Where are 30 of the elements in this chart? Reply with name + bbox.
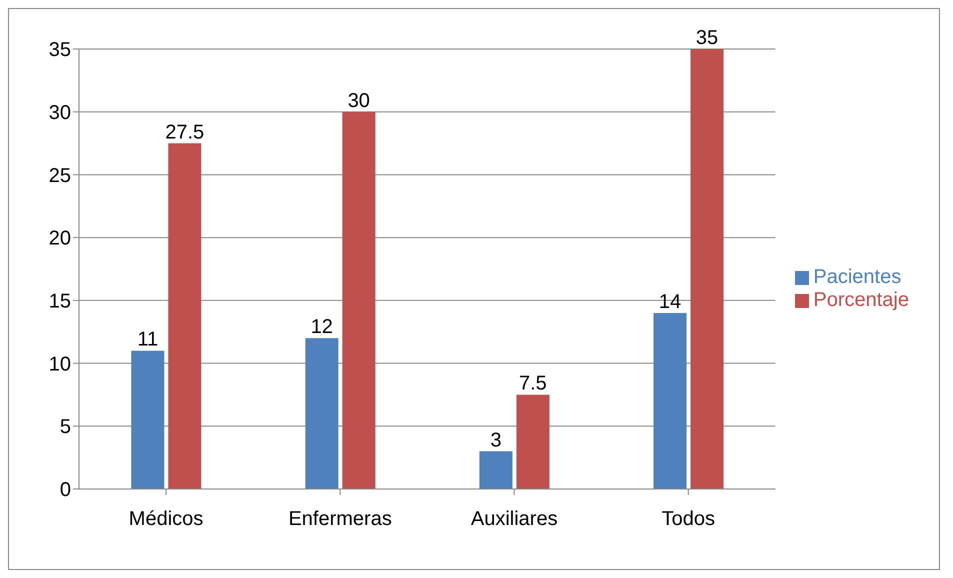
bar [342,112,376,489]
y-tick-label: 25 [48,164,71,187]
bar [516,394,550,489]
data-label: 35 [696,27,718,49]
legend-label: Pacientes [813,266,902,288]
data-label: 12 [310,316,333,338]
y-tick-label: 0 [60,479,71,502]
bar [654,313,687,489]
bar [168,143,202,489]
data-label: 27.5 [165,121,204,144]
x-tick-label: Enfermeras [288,508,392,530]
data-label: 11 [137,328,158,351]
y-tick-label: 35 [48,39,71,62]
legend-label: Porcentaje [813,289,909,311]
data-label: 3 [490,429,502,452]
data-label: 7.5 [519,372,547,395]
bar [305,338,338,489]
y-tick-label: 10 [48,353,71,376]
x-tick-label: Todos [662,508,716,530]
data-label: 14 [658,291,682,313]
bar [479,451,512,489]
bar [690,49,724,489]
y-tick-label: 15 [48,290,71,313]
y-tick-label: 30 [48,102,71,124]
y-tick-label: 20 [48,228,71,250]
data-label: 30 [348,90,370,112]
bar [131,350,164,489]
y-tick-label: 5 [60,416,71,438]
x-tick-label: Auxiliares [470,508,558,530]
x-tick-label: Médicos [128,508,204,530]
